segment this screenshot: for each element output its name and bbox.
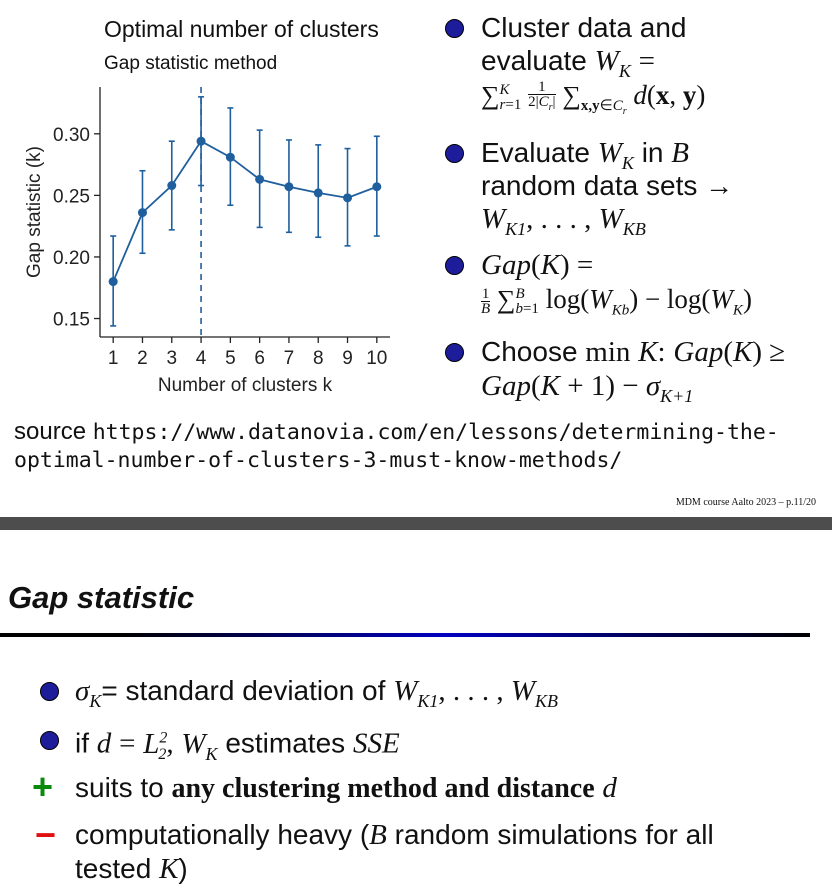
x-tick-label: 8 — [313, 348, 324, 369]
bullet-text: tested — [75, 853, 152, 884]
x-tick-label: 10 — [366, 348, 387, 369]
x-tick-label: 9 — [342, 348, 353, 369]
slide-divider — [0, 517, 832, 530]
bullet-text: estimates — [225, 727, 346, 759]
bullet-text: = standard deviation of — [101, 675, 386, 706]
data-point — [372, 182, 382, 192]
data-point — [167, 181, 177, 191]
bullet-dot — [445, 343, 464, 362]
chart-title: Optimal number of clusters — [104, 16, 379, 42]
source-url[interactable]: https://www.datanovia.com/en/lessons/det… — [92, 420, 779, 445]
x-tick-label: 1 — [108, 348, 119, 369]
bullet-dot — [445, 144, 464, 163]
bullet-dot — [445, 19, 464, 38]
data-point — [313, 188, 323, 198]
data-point — [108, 277, 118, 287]
source-url-continued[interactable]: optimal-number-of-clusters-3-must-know-m… — [14, 448, 623, 473]
gap-word: Gap — [481, 370, 531, 402]
y-axis-label: Gap statistic (k) — [24, 146, 45, 278]
source-label: source — [14, 418, 87, 445]
y-tick-label: 0.30 — [53, 125, 90, 146]
bullet-text: random data sets → — [481, 170, 734, 201]
bullet-text: in — [641, 137, 664, 168]
y-tick-label: 0.25 — [53, 186, 90, 207]
x-tick-label: 2 — [137, 348, 148, 369]
bullet-dot — [40, 682, 59, 701]
bullet-pro: suits to any clustering method and dista… — [75, 772, 617, 804]
x-tick-label: 4 — [196, 348, 207, 369]
bullet-con: computationally heavy (B random simulati… — [75, 819, 714, 851]
slide-footer: MDM course Aalto 2023 – p.11/20 — [675, 497, 816, 508]
chart-subtitle: Gap statistic method — [104, 53, 278, 74]
data-point — [196, 136, 206, 146]
gap-word: Gap — [673, 336, 724, 368]
wk-formula: ∑K r=1 1 2|Cr| ∑x,y∈Cr d(x, y) — [481, 79, 706, 117]
bullet-dot — [40, 731, 59, 750]
wk-list: WK1, . . . , WKB — [481, 203, 646, 239]
x-tick-label: 6 — [254, 348, 265, 369]
x-tick-label: 3 — [166, 348, 177, 369]
minus-icon: − — [35, 814, 57, 855]
title-rule — [0, 633, 810, 637]
y-tick-label: 0.20 — [53, 248, 90, 269]
source-citation: source https://www.datanovia.com/en/less… — [14, 418, 779, 474]
bullet-text: Cluster data and — [481, 12, 687, 43]
bullet-evaluate-random: Evaluate WK in B — [481, 137, 689, 173]
bullet-text: Evaluate — [481, 137, 590, 168]
gap-definition: Gap(K) = — [481, 249, 594, 281]
plus-icon: + — [32, 766, 54, 807]
data-point — [137, 208, 147, 218]
bullet-text: evaluate — [481, 45, 587, 76]
bullet-evaluate-wk: evaluate WK = — [481, 45, 655, 81]
bullet-random-sets: random data sets → — [481, 169, 733, 202]
choose-condition: Gap(K + 1) − σK+1 — [481, 370, 694, 406]
bullet-text: Choose — [481, 336, 578, 367]
bullet-sigma: σK= standard deviation of WK1, . . . , W… — [75, 675, 558, 711]
bullet-con-line2: tested K) — [75, 853, 188, 885]
y-tick-label: 0.15 — [53, 310, 90, 331]
bullet-text: if — [75, 727, 89, 759]
section-title: Gap statistic — [8, 580, 195, 615]
data-point — [284, 182, 294, 192]
x-axis-label: Number of clusters k — [158, 375, 333, 396]
bullet-cluster-data: Cluster data and — [481, 11, 686, 44]
data-point — [255, 174, 265, 184]
bullet-text: random simulations for all — [394, 819, 714, 850]
bullet-text: computationally heavy ( — [75, 819, 370, 850]
bold-text: any clustering method and distance — [171, 773, 595, 804]
series-line — [112, 140, 378, 282]
bullet-dot — [445, 256, 464, 275]
gap-statistic-chart: 0.15 0.20 0.25 0.30 1 2 3 4 5 6 7 8 9 10 Number of clu… — [24, 87, 390, 396]
bullet-text: suits to — [75, 772, 164, 803]
x-tick-label: 7 — [284, 348, 295, 369]
data-point — [225, 152, 235, 162]
x-tick-label: 5 — [225, 348, 236, 369]
bullet-choose: Choose min K: Gap(K) ≥ — [481, 336, 786, 368]
data-point — [343, 193, 353, 203]
bullet-if-d: if d = L22, WK estimates SSE — [75, 727, 400, 764]
